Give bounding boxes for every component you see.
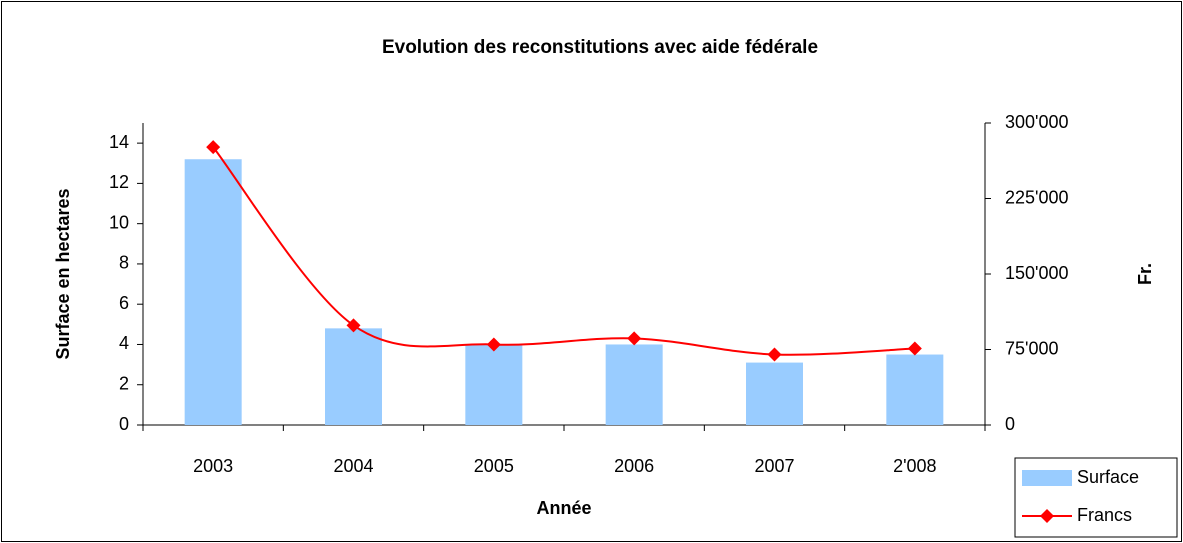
bar xyxy=(605,344,663,425)
bar xyxy=(886,354,944,425)
y-tick-label: 8 xyxy=(119,253,129,273)
x-tick-label: 2005 xyxy=(474,456,514,476)
y-tick-label: 4 xyxy=(119,333,129,353)
x-tick-label: 2007 xyxy=(754,456,794,476)
legend-swatch xyxy=(1022,470,1072,486)
bar xyxy=(184,159,242,426)
legend-label: Surface xyxy=(1077,467,1139,487)
x-axis-label: Année xyxy=(536,498,591,518)
marker xyxy=(486,337,501,352)
y-tick-label: 12 xyxy=(109,172,129,192)
marker xyxy=(907,341,922,356)
chart-title: Evolution des reconstitutions avec aide … xyxy=(382,37,818,58)
x-tick-label: 2004 xyxy=(333,456,373,476)
y-axis-label: Surface en hectares xyxy=(53,188,73,359)
y2-tick-label: 0 xyxy=(1005,414,1015,434)
y2-tick-label: 225'000 xyxy=(1005,187,1069,207)
marker xyxy=(627,331,642,346)
legend-label: Francs xyxy=(1077,505,1132,525)
x-tick-label: 2'008 xyxy=(893,456,936,476)
y2-tick-label: 300'000 xyxy=(1005,112,1069,132)
y-tick-label: 0 xyxy=(119,414,129,434)
y2-tick-label: 75'000 xyxy=(1005,338,1059,358)
marker xyxy=(767,347,782,362)
bar xyxy=(465,344,523,425)
y-tick-label: 6 xyxy=(119,293,129,313)
y-tick-label: 14 xyxy=(109,132,129,152)
marker xyxy=(346,318,361,333)
marker xyxy=(206,140,221,155)
y-tick-label: 2 xyxy=(119,373,129,393)
x-tick-label: 2003 xyxy=(193,456,233,476)
y2-tick-label: 150'000 xyxy=(1005,263,1069,283)
y2-axis-label: Fr. xyxy=(1135,263,1155,285)
bar xyxy=(746,362,803,425)
x-tick-label: 2006 xyxy=(614,456,654,476)
legend-marker xyxy=(1040,509,1054,523)
bar xyxy=(325,328,382,425)
y-tick-label: 10 xyxy=(109,212,129,232)
